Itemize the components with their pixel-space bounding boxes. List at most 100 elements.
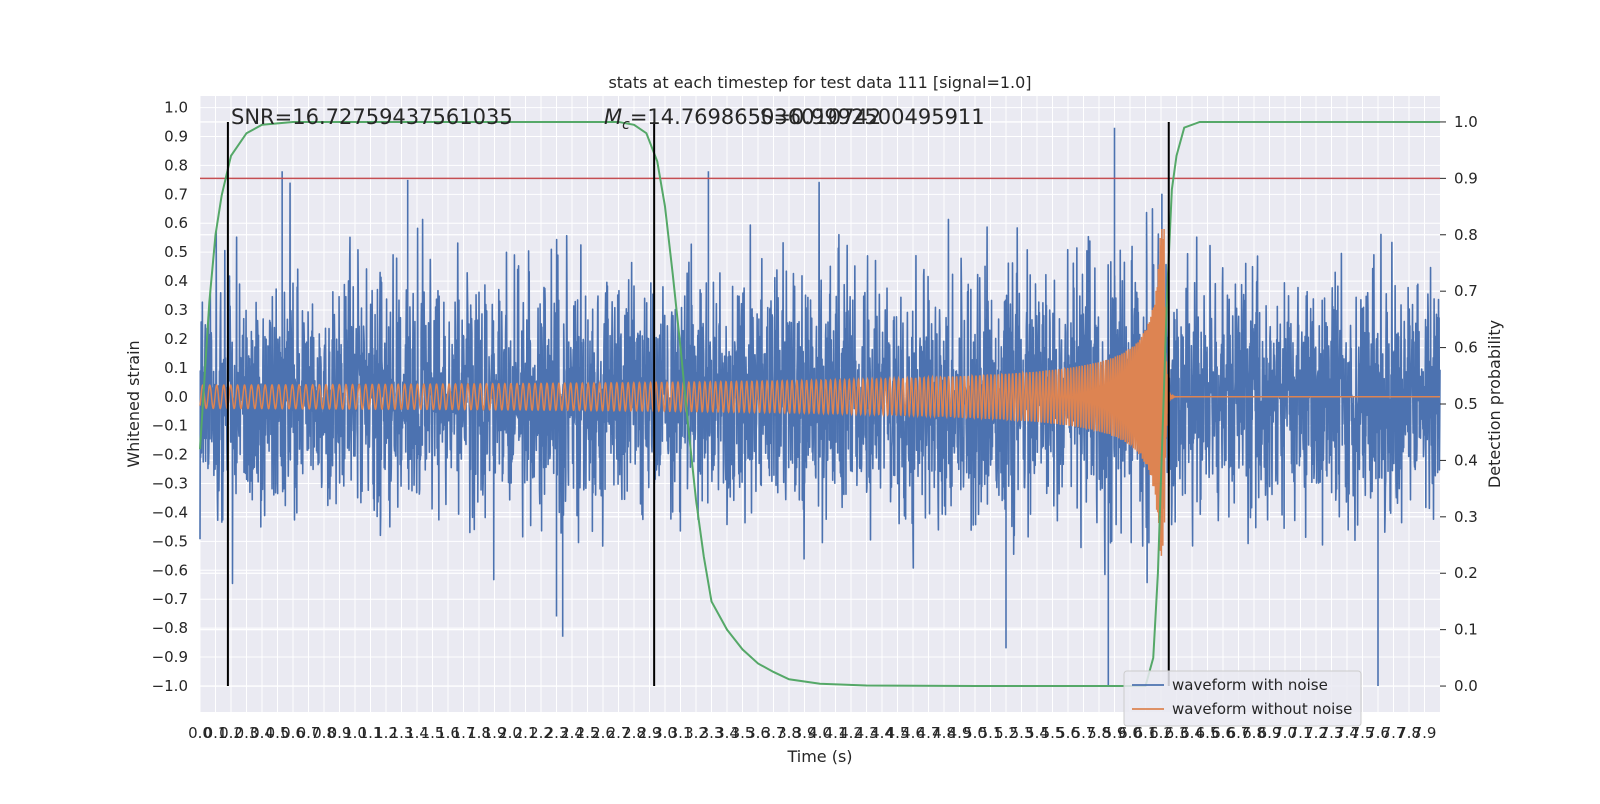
y-tick-label: −0.9 — [152, 648, 188, 666]
x-tick-label: 2.8 — [622, 724, 646, 742]
noise-series-line — [199, 127, 1441, 686]
x-tick-label: 3.1 — [669, 724, 693, 742]
x-tick-label: 0.8 — [312, 724, 336, 742]
y2-axis-label: Detection probability — [1485, 320, 1504, 488]
x-tick-label: 6.3 — [1165, 724, 1189, 742]
x-tick-label: 5.8 — [1087, 724, 1111, 742]
x-tick-label: 4.9 — [948, 724, 972, 742]
x-tick-label: 5.4 — [1025, 724, 1049, 742]
y2-tick-label: 0.6 — [1454, 339, 1478, 357]
x-tick-label: 5.2 — [994, 724, 1018, 742]
x-tick-label: 1.5 — [421, 724, 445, 742]
x-tick-label: 2.4 — [560, 724, 584, 742]
x-tick-label: 4.0 — [808, 724, 832, 742]
y-tick-label: 0.6 — [164, 214, 188, 232]
x-tick-label: 5.1 — [979, 724, 1003, 742]
y-tick-label: −0.5 — [152, 532, 188, 550]
x-tick-label: 1.9 — [483, 724, 507, 742]
x-tick-label: 1.7 — [452, 724, 476, 742]
y2-tick-label: 0.7 — [1454, 282, 1478, 300]
x-tick-label: 7.8 — [1397, 724, 1421, 742]
x-tick-label: 5.0 — [963, 724, 987, 742]
x-tick-label: 6.0 — [1118, 724, 1142, 742]
y2-tick-label: 0.8 — [1454, 226, 1478, 244]
x-tick-label: 1.4 — [405, 724, 429, 742]
legend-label-noise: waveform with noise — [1172, 676, 1328, 694]
y-tick-label: −0.8 — [152, 619, 188, 637]
noise-series-layer — [199, 127, 1441, 686]
y2-tick-label: 0.4 — [1454, 451, 1478, 469]
y2-tick-label: 0.2 — [1454, 564, 1478, 582]
chirp-mass-annotation: Mc=14.769865036010742 — [604, 105, 881, 133]
x-tick-label: 2.5 — [576, 724, 600, 742]
chirp-series-layer — [199, 229, 1440, 556]
x-tick-label: 4.5 — [886, 724, 910, 742]
y-tick-labels: −1.0 −0.9 −0.8 −0.7 −0.6 −0.5 −0.4 −0.3 −0.2 −0.1… — [152, 99, 188, 695]
x-tick-label: 7.6 — [1366, 724, 1390, 742]
x-tick-label: 1.1 — [359, 724, 383, 742]
probability-series-line — [199, 120, 1440, 688]
y-tick-label: 0.3 — [164, 301, 188, 319]
x-tick-label: 6.2 — [1149, 724, 1173, 742]
x-tick-label: 2.9 — [638, 724, 662, 742]
x-tick-label: 1.0 — [343, 724, 367, 742]
x-tick-label: 0.1 — [204, 724, 228, 742]
x-tick-labels: 0.00.10.20.30.40.50.60.70.80.91.01.11.21… — [188, 724, 1436, 742]
x-tick-label: 4.6 — [901, 724, 925, 742]
x-tick-label: 6.4 — [1180, 724, 1204, 742]
y-tick-label: 0.8 — [164, 156, 188, 174]
y-tick-label: 0.2 — [164, 330, 188, 348]
y2-tick-label: 0.0 — [1454, 677, 1478, 695]
x-tick-label: 2.3 — [545, 724, 569, 742]
y-tick-label: −1.0 — [152, 677, 188, 695]
x-tick-label: 0.2 — [219, 724, 243, 742]
x-tick-label: 4.3 — [855, 724, 879, 742]
x-tick-label: 6.8 — [1242, 724, 1266, 742]
x-tick-label: 2.7 — [607, 724, 631, 742]
x-tick-label: 1.6 — [436, 724, 460, 742]
x-tick-label: 1.2 — [374, 724, 398, 742]
x-tick-label: 5.7 — [1072, 724, 1096, 742]
x-tick-label: 7.4 — [1335, 724, 1359, 742]
x-tick-label: 4.8 — [932, 724, 956, 742]
snr-annotation: SNR=16.72759437561035 — [231, 105, 513, 129]
x-tick-label: 0.3 — [235, 724, 259, 742]
chirp-series-line — [199, 229, 1440, 556]
y2-tick-label: 0.5 — [1454, 395, 1478, 413]
y-tick-label: 0.0 — [164, 388, 188, 406]
x-tick-label: 6.1 — [1134, 724, 1158, 742]
x-tick-label: 5.5 — [1041, 724, 1065, 742]
x-tick-label: 3.4 — [715, 724, 739, 742]
x-tick-label: 7.9 — [1413, 724, 1437, 742]
vertical-markers — [226, 121, 1170, 687]
y-tick-label: 1.0 — [164, 99, 188, 117]
x-tick-label: 5.3 — [1010, 724, 1034, 742]
y2-tick-label: 0.1 — [1454, 621, 1478, 639]
x-tick-label: 4.4 — [870, 724, 894, 742]
y-tick-label: −0.3 — [152, 475, 188, 493]
x-tick-label: 6.5 — [1196, 724, 1220, 742]
chirp-mass-subscript: c — [622, 117, 630, 133]
x-tick-label: 5.9 — [1103, 724, 1127, 742]
x-tick-label: 3.6 — [746, 724, 770, 742]
x-tick-label: 1.8 — [467, 724, 491, 742]
x-tick-label: 2.6 — [591, 724, 615, 742]
x-tick-label: 0.6 — [281, 724, 305, 742]
x-tick-label: 6.6 — [1211, 724, 1235, 742]
probability-series-layer — [199, 120, 1440, 688]
x-tick-label: 4.2 — [839, 724, 863, 742]
y-axis-label: Whitened strain — [124, 340, 143, 467]
x-tick-label: 0.7 — [297, 724, 321, 742]
y-tick-label: −0.6 — [152, 561, 188, 579]
x-tick-label: 4.1 — [824, 724, 848, 742]
x-tick-label: 6.7 — [1227, 724, 1251, 742]
y-tick-label: 0.9 — [164, 127, 188, 145]
x-tick-label: 2.0 — [498, 724, 522, 742]
x-tick-label: 3.3 — [700, 724, 724, 742]
x-axis-label: Time (s) — [786, 747, 852, 766]
y2-tick-labels: 0.0 0.1 0.2 0.3 0.4 0.5 0.6 0.7 0.8 0.9 1.0 — [1440, 113, 1478, 695]
chi-annotation: S=0.9992500495911 — [760, 105, 985, 129]
x-tick-label: 6.9 — [1258, 724, 1282, 742]
